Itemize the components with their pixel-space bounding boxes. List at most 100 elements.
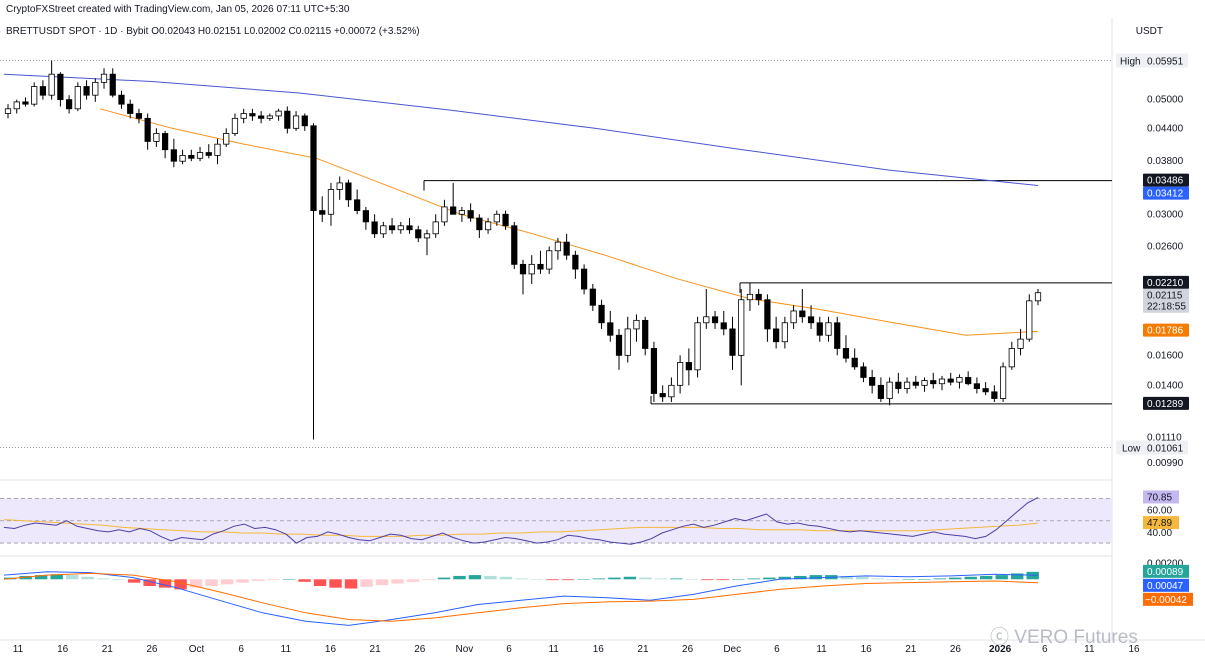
price-tick: 0.01400 <box>1147 380 1184 391</box>
candle-body <box>65 99 73 110</box>
macd-histogram-bar <box>313 579 327 586</box>
candle-body <box>22 101 29 105</box>
candle-body <box>441 206 448 223</box>
macd-value-badge <box>1143 578 1189 592</box>
level-badge-bg <box>1143 275 1189 289</box>
candle-body <box>650 348 658 394</box>
candle-body <box>720 322 727 330</box>
candle-body <box>109 73 116 96</box>
candle-body <box>118 94 125 105</box>
candle-body <box>1034 292 1042 302</box>
time-tick: 26 <box>146 644 158 655</box>
candle-body <box>659 393 666 398</box>
macd-histogram-bar <box>34 575 48 580</box>
time-tick: 11 <box>816 644 827 655</box>
price-tick: 0.02600 <box>1147 241 1184 252</box>
time-tick: 2026 <box>989 644 1012 655</box>
watermark: ⓒ VERO Futures <box>990 627 1138 648</box>
macd-histogram-bar <box>778 576 792 580</box>
time-tick: 11 <box>548 644 559 655</box>
time-tick: 16 <box>1128 644 1140 655</box>
price-tick: 0.01600 <box>1147 350 1184 361</box>
candle-body <box>223 133 230 145</box>
macd-histogram-bar <box>670 578 683 580</box>
candle-body <box>388 225 396 231</box>
candle-body <box>624 328 631 356</box>
candle-body <box>48 73 55 96</box>
rsi-line <box>3 497 1039 545</box>
candle-body <box>528 263 535 275</box>
macd-histogram-bar <box>747 578 761 580</box>
macd-histogram-bar <box>701 579 714 581</box>
macd-histogram-bar <box>484 575 497 580</box>
price-tick: 0.01110 <box>1147 432 1182 443</box>
macd-histogram-bar <box>592 578 606 580</box>
candle-body <box>310 125 317 211</box>
candle-body <box>991 391 998 399</box>
candle-body <box>851 357 858 368</box>
macd-histogram-bar <box>251 579 265 581</box>
candle-body <box>938 378 946 385</box>
macd-histogram-bar <box>282 579 296 580</box>
candle-body <box>842 348 850 359</box>
candle-body <box>1008 348 1015 368</box>
candle-body <box>965 377 972 385</box>
rsi-tick: 60.00 <box>1147 506 1172 517</box>
time-tick: 21 <box>370 644 382 655</box>
candle-body <box>196 152 204 159</box>
candle-body <box>240 113 247 119</box>
macd-histogram-bar <box>964 576 977 580</box>
macd-histogram-bar <box>530 579 544 580</box>
candle-body <box>947 378 954 383</box>
macd-histogram-bar <box>654 578 668 580</box>
time-tick: 6 <box>774 644 780 655</box>
high-label-bg <box>1116 53 1188 68</box>
candle-body <box>327 189 335 215</box>
macd-histogram-bar <box>949 577 962 580</box>
price-tick: 0.03800 <box>1147 156 1184 167</box>
candle-body <box>1017 338 1024 349</box>
time-tick: 11 <box>13 644 24 655</box>
macd-histogram-bar <box>65 575 79 580</box>
macd-histogram-bar <box>81 576 94 580</box>
candle-body <box>773 328 780 343</box>
time-tick: 26 <box>950 644 962 655</box>
time-tick: 16 <box>57 644 69 655</box>
signal-line <box>3 572 1039 622</box>
candle-body <box>292 115 300 129</box>
level-badge-bg <box>1143 173 1189 187</box>
candle-body <box>301 115 308 127</box>
candle-body <box>57 73 64 101</box>
candle-body <box>738 299 745 356</box>
candle-body <box>615 334 623 356</box>
candle-body <box>13 101 20 110</box>
candle-body <box>807 316 815 324</box>
time-tick: 26 <box>414 644 426 655</box>
macd-histogram-bar <box>422 579 435 581</box>
candle-body <box>162 133 169 151</box>
candle-body <box>170 149 177 162</box>
level-badge-grey: 0.02115 <box>1147 291 1183 302</box>
ema-short-line <box>99 108 1039 336</box>
candle-body <box>921 380 928 386</box>
macd-histogram-bar <box>453 575 466 580</box>
countdown-timer: 22:18:55 <box>1147 302 1186 313</box>
candle-body <box>703 316 710 324</box>
candle-body <box>546 250 553 270</box>
macd-histogram-bar <box>685 579 699 580</box>
candle-body <box>668 384 675 398</box>
candle-body <box>930 380 937 385</box>
candle-body <box>371 221 378 235</box>
macd-histogram-bar <box>794 575 807 580</box>
candle-body <box>502 213 509 227</box>
candle-body <box>903 381 911 389</box>
macd-line <box>3 571 1039 626</box>
macd-histogram-bar <box>1011 573 1024 580</box>
time-tick: 6 <box>238 644 244 655</box>
candle-body <box>406 225 413 231</box>
candle-body <box>895 381 902 389</box>
price-tick: 0.03000 <box>1147 209 1184 220</box>
macd-histogram-bar <box>375 579 389 586</box>
level-badge-bg <box>1143 186 1189 200</box>
